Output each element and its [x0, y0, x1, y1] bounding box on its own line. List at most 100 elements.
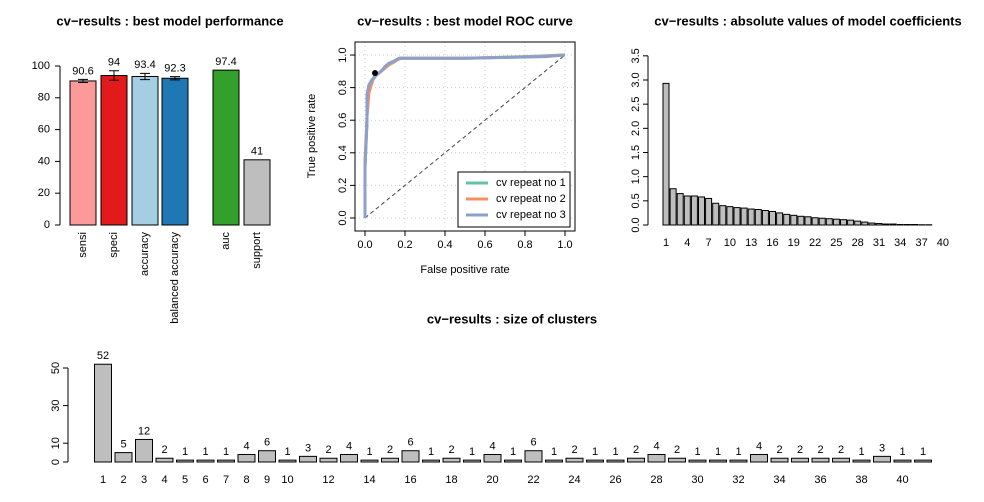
y-tick-label: 1.0: [337, 47, 349, 62]
x-tick-label: 0.2: [397, 239, 412, 251]
value-label: 4: [756, 440, 762, 452]
bar: [278, 459, 297, 463]
bar: [882, 223, 890, 226]
y-tick-label: 80: [38, 92, 50, 104]
reference-diagonal: [364, 54, 566, 219]
x-axis-label: False positive rate: [420, 264, 509, 276]
value-label: 4: [653, 440, 659, 452]
value-label: 3: [305, 442, 311, 454]
y-tick-label: 1.0: [630, 169, 642, 184]
x-tick-label: auc: [220, 232, 232, 250]
bar: [94, 363, 112, 463]
bar: [705, 197, 713, 226]
legend-label: cv repeat no 2: [496, 193, 566, 205]
bar: [875, 223, 883, 226]
x-tick-label: 40: [937, 237, 949, 249]
bar: [669, 188, 677, 226]
value-label: 97.4: [215, 56, 236, 68]
x-tick-label: support: [251, 232, 263, 269]
bar: [783, 213, 791, 226]
bar: [804, 216, 812, 226]
x-tick-label: 1: [663, 237, 669, 249]
bar: [769, 210, 776, 226]
bar: [832, 218, 840, 226]
value-label: 1: [428, 446, 434, 458]
y-tick-label: 50: [50, 362, 62, 374]
value-label: 2: [817, 444, 823, 456]
bar: [811, 457, 830, 463]
bar: [847, 219, 855, 226]
y-tick-label: 30: [50, 399, 62, 411]
bar: [790, 214, 798, 226]
y-tick-label: 60: [38, 124, 50, 136]
chart-title: cv−results : best model ROC curve: [357, 13, 573, 28]
bar: [690, 195, 698, 226]
bar: [662, 82, 670, 226]
bar: [258, 450, 276, 463]
bar: [463, 459, 481, 463]
bar: [483, 453, 502, 463]
value-label: 6: [264, 437, 270, 449]
y-tick-label: 2.0: [630, 121, 642, 136]
bar: [504, 459, 522, 463]
x-tick-label: 30: [691, 474, 703, 486]
bar: [698, 196, 705, 226]
bar: [114, 452, 133, 463]
bar: [893, 459, 912, 463]
y-tick-label: 0: [50, 459, 62, 465]
value-label: 2: [325, 444, 331, 456]
x-tick-label: 8: [243, 474, 249, 486]
x-tick-label: 3: [141, 474, 147, 486]
y-tick-label: 0.0: [630, 217, 642, 232]
value-label: 2: [161, 444, 167, 456]
x-tick-label: 22: [527, 474, 539, 486]
error-bar: [170, 76, 180, 81]
x-tick-label: 19: [788, 237, 800, 249]
x-tick-label: balanced accuracy: [169, 232, 181, 324]
value-label: 1: [735, 446, 741, 458]
bar: [761, 210, 769, 226]
y-axis-label: True positive rate: [306, 94, 318, 179]
value-label: 90.6: [72, 65, 93, 77]
bar: [868, 222, 876, 226]
bar: [401, 450, 420, 463]
roc-line: [363, 53, 566, 218]
bar: [818, 217, 826, 226]
bar: [442, 457, 461, 463]
x-tick-label: 32: [732, 474, 744, 486]
bar: [647, 453, 666, 463]
x-tick-label: 7: [223, 474, 229, 486]
value-label: 1: [858, 446, 864, 458]
y-tick-label: 1.5: [630, 145, 642, 160]
bar: [709, 459, 727, 463]
value-label: 2: [797, 444, 803, 456]
y-tick-label: 0: [44, 219, 50, 231]
value-label: 1: [366, 446, 372, 458]
error-bar: [140, 72, 150, 81]
y-tick-label: 3.5: [630, 48, 642, 63]
x-tick-label: 25: [830, 237, 842, 249]
bar: [155, 457, 174, 463]
x-tick-label: 26: [609, 474, 621, 486]
bar: [854, 220, 862, 226]
x-tick-label: 28: [650, 474, 662, 486]
bar: [889, 223, 897, 226]
x-tick-label: 1.0: [557, 239, 572, 251]
bar: [861, 221, 869, 226]
bar: [712, 202, 720, 226]
bar: [237, 453, 256, 463]
legend-label: cv repeat no 1: [496, 177, 566, 189]
legend: [457, 171, 571, 228]
bar: [740, 207, 748, 226]
x-tick-label: 4: [684, 237, 690, 249]
bar: [196, 459, 215, 463]
value-label: 5: [120, 439, 126, 451]
y-tick-label: 0.5: [630, 193, 642, 208]
value-label: 1: [612, 446, 618, 458]
error-bar: [109, 70, 119, 81]
bar: [811, 217, 819, 226]
x-tick-label: 10: [724, 237, 736, 249]
x-tick-label: 38: [855, 474, 867, 486]
bar: [299, 455, 317, 463]
